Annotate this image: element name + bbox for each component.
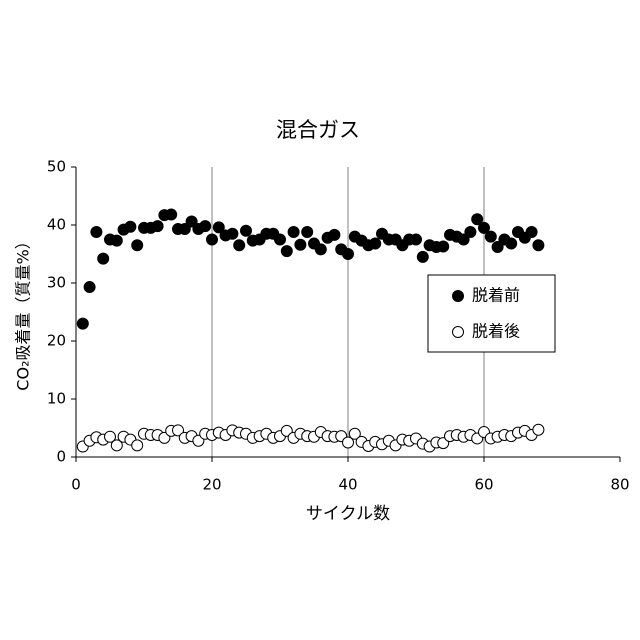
point <box>166 209 177 220</box>
legend-label: 脱着前 <box>472 286 520 305</box>
point <box>200 221 211 232</box>
point <box>315 244 326 255</box>
x-tick-label: 20 <box>202 476 221 494</box>
chart: 混合ガス サイクル数 CO₂吸着量（質量%） 0 20 40 60 80 0 10 20 30 4… <box>0 0 640 640</box>
legend-marker <box>453 291 464 302</box>
point <box>417 251 428 262</box>
x-tick-label: 0 <box>71 476 81 494</box>
point <box>132 440 143 451</box>
point <box>234 240 245 251</box>
point <box>241 225 252 236</box>
point <box>302 226 313 237</box>
point <box>98 253 109 264</box>
point <box>84 282 95 293</box>
point <box>465 226 476 237</box>
legend-marker <box>453 327 464 338</box>
chart-title: 混合ガス <box>276 118 360 142</box>
point <box>77 318 88 329</box>
point <box>329 229 340 240</box>
point <box>533 240 544 251</box>
point <box>227 228 238 239</box>
y-tick-label: 30 <box>47 274 66 292</box>
point <box>438 241 449 252</box>
point <box>526 226 537 237</box>
point <box>485 231 496 242</box>
point <box>152 221 163 232</box>
x-tick-label: 40 <box>338 476 357 494</box>
y-tick-label: 0 <box>56 448 66 466</box>
point <box>281 246 292 257</box>
point <box>207 234 218 245</box>
point <box>411 234 422 245</box>
point <box>275 234 286 245</box>
point <box>125 221 136 232</box>
y-tick-label: 40 <box>47 216 66 234</box>
point <box>91 226 102 237</box>
y-tick-label: 50 <box>47 158 66 176</box>
y-tick-label: 20 <box>47 332 66 350</box>
point <box>533 424 544 435</box>
legend-label: 脱着後 <box>472 322 520 341</box>
point <box>506 238 517 249</box>
point <box>288 226 299 237</box>
x-tick-label: 80 <box>610 476 629 494</box>
x-tick-label: 60 <box>474 476 493 494</box>
point <box>370 238 381 249</box>
point <box>132 240 143 251</box>
point <box>295 239 306 250</box>
point <box>343 249 354 260</box>
y-axis-title: CO₂吸着量（質量%） <box>14 233 33 390</box>
point <box>111 235 122 246</box>
x-axis-title: サイクル数 <box>306 504 390 524</box>
y-tick-label: 10 <box>47 390 66 408</box>
